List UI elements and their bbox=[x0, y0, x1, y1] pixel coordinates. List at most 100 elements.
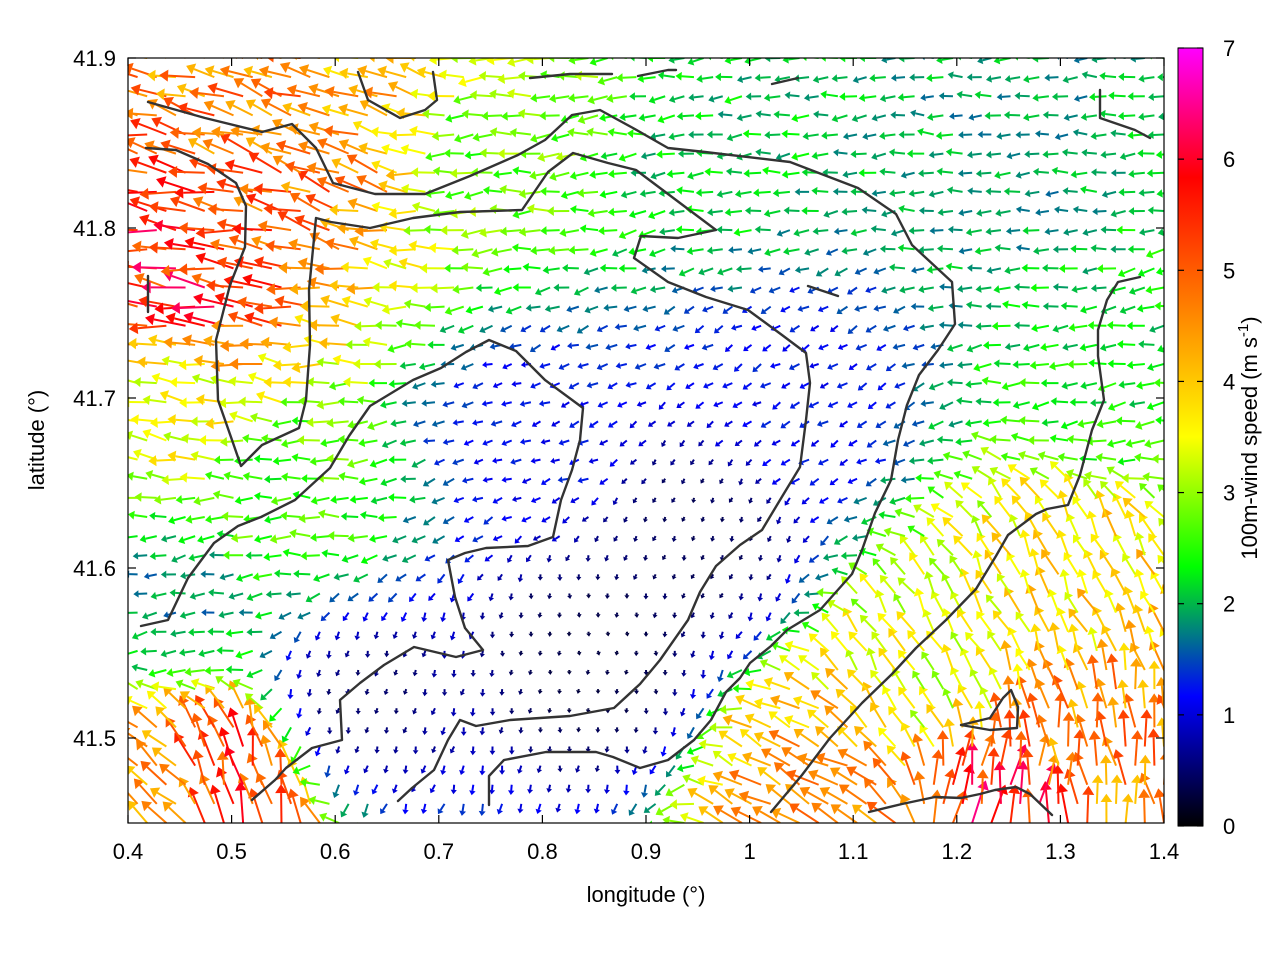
wind-arrow-head bbox=[1049, 461, 1059, 471]
wind-arrow-head bbox=[765, 784, 777, 795]
wind-arrow-shaft bbox=[336, 496, 349, 501]
wind-arrow bbox=[210, 359, 244, 372]
wind-arrow-head bbox=[450, 789, 457, 795]
wind-arrow bbox=[894, 382, 906, 389]
wind-arrow-shaft bbox=[1129, 627, 1137, 652]
wind-arrow-head bbox=[335, 709, 341, 715]
wind-arrow-shaft bbox=[184, 611, 196, 617]
wind-arrow-shaft bbox=[933, 382, 944, 388]
wind-arrow-shaft bbox=[1008, 718, 1012, 747]
wind-arrow-head bbox=[783, 671, 795, 682]
wind-arrow-shaft bbox=[793, 592, 801, 601]
wind-arrow bbox=[604, 593, 610, 599]
wind-arrow-head bbox=[178, 263, 188, 276]
wind-arrow bbox=[160, 534, 177, 543]
wind-arrow-shaft bbox=[160, 496, 177, 501]
wind-arrow bbox=[817, 305, 829, 313]
wind-arrow bbox=[694, 324, 705, 334]
wind-arrow-shaft bbox=[889, 363, 897, 370]
wind-arrow-shaft bbox=[158, 751, 177, 767]
wind-arrow-head bbox=[1021, 748, 1034, 758]
wind-arrow-shaft bbox=[588, 267, 599, 273]
wind-arrow bbox=[727, 459, 734, 467]
wind-arrow-shaft bbox=[746, 344, 753, 350]
wind-arrow-head bbox=[509, 710, 515, 715]
wind-arrow-shaft bbox=[673, 535, 676, 539]
wind-arrow-head bbox=[207, 715, 219, 726]
wind-arrow-shaft bbox=[608, 305, 618, 309]
wind-arrow-shaft bbox=[492, 305, 503, 310]
wind-arrow bbox=[899, 751, 916, 786]
wind-arrow-shaft bbox=[745, 382, 753, 388]
wind-arrow-shaft bbox=[844, 753, 868, 767]
wind-arrow bbox=[1128, 286, 1146, 296]
wind-arrow-head bbox=[370, 496, 378, 505]
wind-arrow bbox=[268, 316, 301, 329]
wind-arrow bbox=[669, 799, 694, 810]
wind-arrow-head bbox=[597, 401, 604, 408]
wind-arrow bbox=[1146, 401, 1164, 411]
wind-arrow bbox=[1151, 454, 1164, 464]
wind-arrow-head bbox=[1077, 588, 1088, 599]
wind-arrow bbox=[493, 286, 513, 296]
wind-arrow bbox=[713, 324, 724, 334]
wind-arrow bbox=[588, 420, 599, 428]
wind-arrow-shaft bbox=[831, 363, 839, 368]
wind-arrow-shaft bbox=[910, 496, 925, 500]
wind-arrow-head bbox=[273, 569, 281, 578]
wind-arrow-shaft bbox=[458, 535, 465, 541]
wind-arrow-head bbox=[873, 267, 880, 275]
wind-arrow-head bbox=[1151, 454, 1159, 464]
wind-arrow bbox=[662, 815, 685, 823]
wind-arrow bbox=[212, 490, 234, 500]
wind-arrow bbox=[204, 471, 225, 480]
wind-arrow-shaft bbox=[169, 435, 186, 442]
wind-arrow bbox=[219, 573, 234, 581]
wind-arrow-shaft bbox=[277, 420, 292, 426]
wind-arrow-shaft bbox=[364, 439, 378, 444]
wind-arrow-shaft bbox=[496, 382, 503, 387]
wind-arrow bbox=[256, 391, 282, 404]
wind-arrow-head bbox=[792, 695, 803, 707]
wind-arrow bbox=[511, 380, 522, 388]
wind-arrow-head bbox=[380, 808, 386, 815]
wind-arrow bbox=[724, 420, 733, 427]
wind-arrow-head bbox=[521, 478, 528, 484]
wind-arrow bbox=[332, 784, 340, 798]
wind-arrow-shaft bbox=[232, 715, 245, 747]
wind-arrow-shaft bbox=[733, 756, 752, 767]
wind-arrow bbox=[324, 237, 359, 251]
wind-arrow-shaft bbox=[1026, 757, 1031, 785]
wind-arrow-shaft bbox=[933, 305, 944, 310]
wind-arrow bbox=[948, 302, 963, 310]
wind-arrow-shaft bbox=[128, 821, 129, 823]
wind-arrow-head bbox=[726, 670, 734, 679]
wind-arrow bbox=[422, 689, 428, 697]
wind-arrow bbox=[735, 694, 762, 710]
wind-arrow-head bbox=[834, 269, 842, 277]
wind-arrow-head bbox=[287, 788, 299, 799]
wind-arrow-head bbox=[251, 235, 262, 248]
wind-arrow bbox=[797, 305, 810, 313]
wind-arrow-shaft bbox=[1016, 435, 1030, 442]
wind-arrow bbox=[1067, 623, 1079, 652]
wind-arrow-shaft bbox=[496, 458, 503, 462]
wind-arrow-shaft bbox=[963, 653, 974, 671]
wind-arrow bbox=[498, 727, 504, 735]
wind-arrow-shaft bbox=[842, 420, 849, 426]
wind-arrow-shaft bbox=[514, 458, 522, 463]
wind-arrow-shaft bbox=[276, 321, 301, 327]
wind-arrow-head bbox=[607, 383, 614, 390]
wind-arrow-head bbox=[638, 441, 644, 447]
wind-arrow-shaft bbox=[694, 792, 714, 805]
wind-arrow-shaft bbox=[1006, 419, 1021, 423]
wind-arrow bbox=[345, 727, 352, 735]
wind-arrow-shaft bbox=[570, 305, 580, 311]
wind-arrow-head bbox=[831, 567, 839, 576]
wind-arrow-shaft bbox=[395, 822, 397, 823]
wind-arrow-shaft bbox=[418, 573, 426, 580]
wind-arrow bbox=[636, 401, 647, 408]
wind-arrow bbox=[881, 286, 896, 294]
wind-arrow bbox=[643, 822, 646, 823]
wind-arrow-head bbox=[148, 334, 158, 346]
